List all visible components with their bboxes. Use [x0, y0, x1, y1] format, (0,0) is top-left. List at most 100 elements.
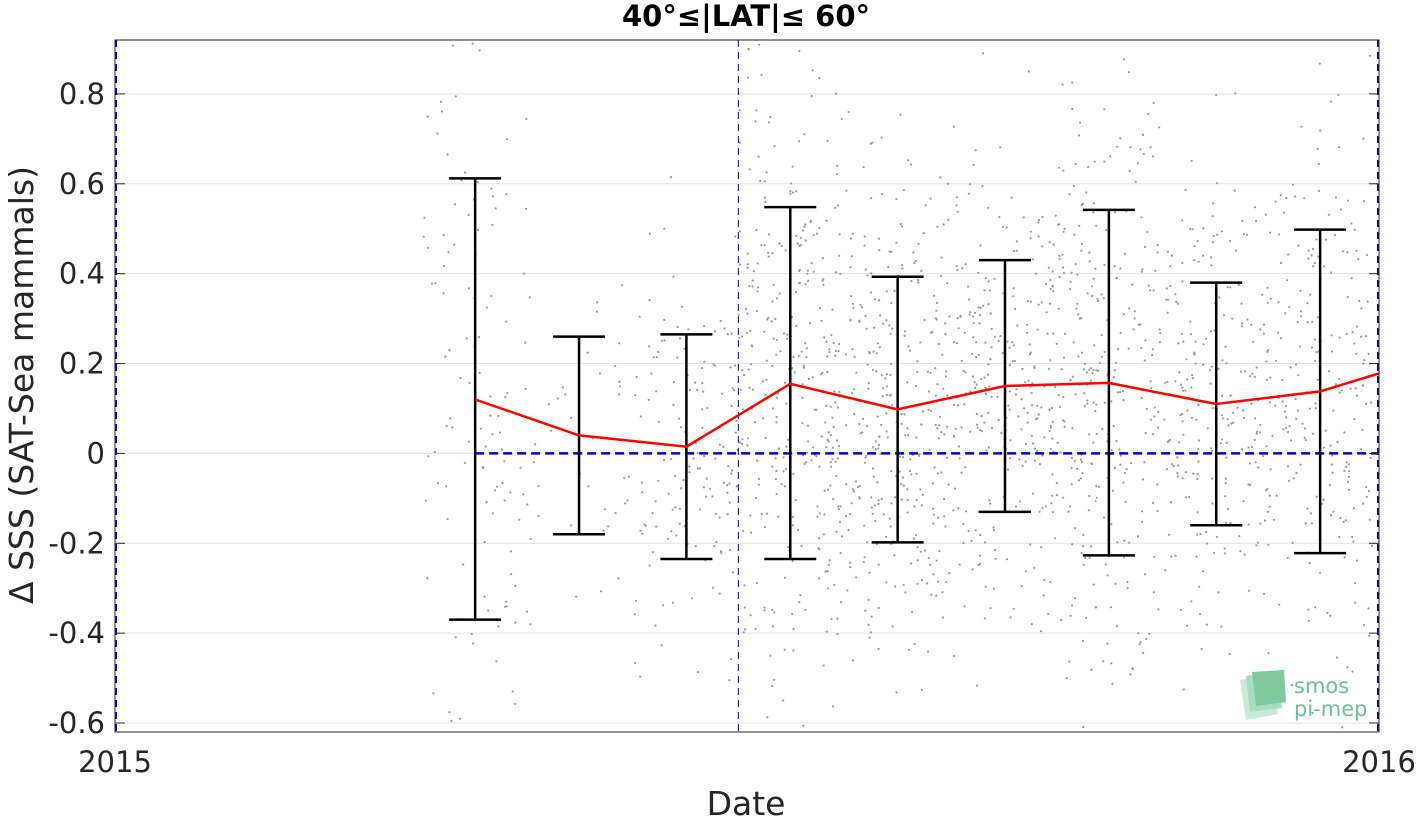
scatter-point — [439, 100, 443, 103]
scatter-point — [1269, 297, 1272, 300]
scatter-point — [885, 535, 888, 539]
scatter-point — [943, 515, 946, 518]
scatter-point — [826, 570, 829, 573]
scatter-point — [757, 43, 761, 46]
scatter-point — [836, 406, 839, 409]
scatter-point — [1074, 527, 1077, 530]
scatter-point — [1051, 473, 1054, 476]
scatter-point — [838, 390, 841, 393]
scatter-point — [916, 546, 919, 549]
scatter-point — [838, 342, 841, 346]
scatter-point — [783, 381, 787, 384]
scatter-point — [607, 525, 610, 528]
scatter-point — [865, 454, 868, 457]
scatter-point — [1181, 280, 1184, 283]
scatter-point — [838, 521, 842, 524]
scatter-point — [1088, 433, 1091, 436]
scatter-point — [1026, 411, 1029, 414]
scatter-point — [1346, 480, 1350, 483]
scatter-point — [519, 466, 522, 469]
scatter-point — [764, 200, 767, 203]
scatter-point — [771, 625, 775, 628]
scatter-point — [907, 648, 911, 651]
scatter-point — [634, 599, 638, 602]
scatter-point — [1144, 432, 1147, 435]
scatter-point — [878, 299, 881, 302]
scatter-point — [981, 52, 985, 55]
scatter-point — [818, 77, 821, 80]
scatter-point — [495, 660, 498, 663]
scatter-point — [850, 255, 853, 258]
scatter-point — [1137, 323, 1140, 326]
scatter-point — [672, 381, 675, 384]
scatter-point — [957, 327, 960, 330]
scatter-point — [729, 549, 732, 552]
scatter-point — [708, 487, 712, 490]
scatter-point — [1036, 417, 1039, 420]
scatter-point — [1072, 341, 1075, 344]
scatter-point — [933, 466, 936, 469]
scatter-point — [778, 292, 781, 295]
scatter-point — [807, 279, 810, 282]
scatter-point — [1031, 382, 1034, 385]
scatter-point — [1211, 477, 1214, 480]
scatter-point — [1083, 392, 1086, 395]
scatter-point — [1062, 230, 1065, 233]
scatter-point — [1082, 368, 1085, 371]
scatter-points — [422, 42, 1374, 729]
scatter-point — [1132, 667, 1135, 671]
scatter-point — [915, 472, 918, 475]
scatter-point — [714, 330, 717, 333]
y-tick-label: 0.6 — [59, 167, 105, 201]
scatter-point — [1309, 512, 1312, 515]
scatter-point — [730, 469, 734, 472]
scatter-point — [1285, 196, 1288, 200]
scatter-point — [782, 699, 785, 702]
scatter-point — [912, 251, 915, 254]
scatter-point — [1338, 377, 1341, 381]
scatter-point — [1133, 310, 1136, 313]
scatter-point — [1360, 335, 1363, 338]
scatter-point — [1284, 410, 1287, 413]
scatter-point — [706, 406, 709, 410]
scatter-point — [1182, 340, 1185, 343]
scatter-point — [885, 581, 888, 584]
scatter-point — [1243, 553, 1246, 556]
scatter-point — [627, 475, 631, 478]
scatter-point — [1229, 286, 1232, 289]
scatter-point — [787, 438, 790, 441]
scatter-point — [1287, 253, 1290, 256]
scatter-point — [915, 436, 918, 439]
scatter-point — [1322, 498, 1325, 501]
scatter-point — [1049, 424, 1053, 428]
scatter-point — [1259, 522, 1262, 525]
scatter-point — [1157, 410, 1160, 413]
scatter-point — [763, 526, 767, 529]
scatter-point — [1313, 338, 1316, 341]
scatter-point — [470, 632, 473, 636]
scatter-point — [1033, 566, 1036, 570]
scatter-point — [1281, 400, 1284, 403]
plot-frame — [114, 39, 1380, 733]
scatter-point — [952, 434, 956, 437]
scatter-point — [850, 295, 853, 298]
scatter-point — [971, 352, 974, 355]
scatter-point — [680, 487, 683, 490]
scatter-point — [678, 337, 682, 340]
scatter-point — [1149, 380, 1152, 383]
scatter-point — [927, 556, 930, 560]
scatter-point — [1274, 200, 1277, 203]
scatter-point — [1212, 551, 1216, 555]
scatter-point — [1169, 265, 1172, 268]
scatter-point — [870, 272, 873, 275]
scatter-point — [738, 336, 741, 339]
scatter-point — [688, 471, 691, 474]
scatter-point — [945, 456, 949, 459]
scatter-point — [602, 529, 605, 532]
scatter-point — [777, 447, 781, 450]
scatter-point — [1224, 477, 1227, 480]
scatter-point — [1347, 463, 1350, 466]
scatter-point — [1008, 346, 1011, 349]
scatter-point — [870, 506, 873, 509]
scatter-point — [895, 197, 898, 201]
